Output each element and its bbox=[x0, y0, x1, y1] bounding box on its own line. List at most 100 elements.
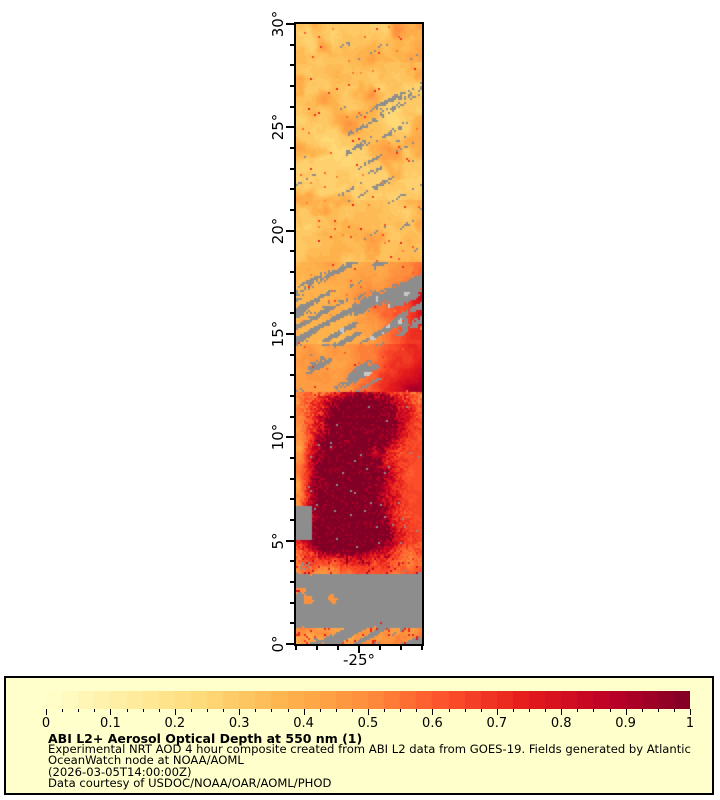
colorbar-tick-label: 0.5 bbox=[357, 716, 379, 731]
y-minor-tick bbox=[290, 395, 294, 397]
x-minor-tick bbox=[316, 646, 318, 650]
y-major-tick bbox=[286, 126, 294, 129]
y-axis-label: 25° bbox=[269, 114, 287, 141]
y-minor-tick bbox=[290, 188, 294, 191]
y-minor-tick bbox=[290, 519, 294, 521]
colorbar-major-tick bbox=[432, 709, 434, 715]
colorbar-minor-tick bbox=[351, 709, 353, 712]
colorbar-minor-tick bbox=[609, 709, 611, 712]
y-minor-tick bbox=[290, 209, 294, 211]
y-minor-tick bbox=[290, 581, 294, 583]
colorbar-minor-tick bbox=[512, 709, 514, 712]
y-minor-tick bbox=[290, 64, 294, 67]
colorbar-minor-tick bbox=[335, 709, 337, 712]
colorbar-tick-label: 0.1 bbox=[100, 716, 121, 731]
colorbar-minor-tick bbox=[142, 709, 144, 712]
colorbar-tick-label: 1 bbox=[685, 716, 695, 731]
y-major-tick bbox=[286, 333, 294, 335]
aod-map-canvas bbox=[296, 24, 422, 644]
colorbar-minor-tick bbox=[319, 709, 321, 712]
colorbar-tick-label: 0.2 bbox=[164, 716, 186, 731]
x-minor-tick bbox=[379, 646, 381, 650]
colorbar-major-tick bbox=[690, 709, 691, 715]
legend-line: Data courtesy of USDOC/NOAA/OAR/AOML/PHO… bbox=[48, 776, 332, 791]
colorbar-minor-tick bbox=[480, 709, 482, 712]
y-minor-tick bbox=[290, 167, 294, 170]
colorbar-minor-tick bbox=[223, 709, 225, 712]
colorbar-major-tick bbox=[625, 709, 627, 715]
y-minor-tick bbox=[290, 271, 294, 273]
colorbar-minor-tick bbox=[190, 709, 192, 712]
colorbar-minor-tick bbox=[158, 709, 160, 712]
colorbar-minor-tick bbox=[78, 709, 80, 712]
colorbar-minor-tick bbox=[657, 709, 659, 712]
colorbar-tick-label: 0.9 bbox=[615, 716, 636, 731]
colorbar-minor-tick bbox=[255, 709, 257, 712]
colorbar-major-tick bbox=[561, 709, 563, 715]
colorbar-minor-tick bbox=[287, 709, 289, 712]
colorbar-major-tick bbox=[303, 709, 305, 715]
legend-line: (2026-03-05T14:00:00Z) bbox=[48, 764, 192, 779]
colorbar-minor-tick bbox=[545, 709, 547, 712]
colorbar bbox=[46, 691, 690, 709]
colorbar-minor-tick bbox=[593, 709, 595, 712]
y-major-tick bbox=[286, 229, 294, 232]
colorbar-minor-tick bbox=[400, 709, 402, 712]
colorbar-minor-tick bbox=[577, 709, 579, 712]
y-minor-tick bbox=[290, 498, 294, 501]
y-major-tick bbox=[286, 539, 294, 542]
colorbar-minor-tick bbox=[464, 709, 466, 712]
colorbar-major-tick bbox=[174, 709, 176, 715]
y-minor-tick bbox=[290, 374, 294, 377]
legend-caption: Experimental NRT AOD 4 hour composite cr… bbox=[48, 742, 691, 791]
colorbar-minor-tick bbox=[673, 709, 675, 712]
y-minor-tick bbox=[290, 601, 294, 604]
y-major-tick bbox=[286, 436, 294, 439]
colorbar-minor-tick bbox=[62, 709, 64, 712]
y-axis-label: 5° bbox=[269, 532, 287, 550]
y-major-tick bbox=[286, 643, 294, 645]
y-minor-tick bbox=[290, 291, 294, 294]
colorbar-tick-label: 0.7 bbox=[486, 716, 508, 731]
colorbar-minor-tick bbox=[448, 709, 450, 712]
colorbar-minor-tick bbox=[529, 709, 530, 712]
x-minor-tick bbox=[337, 646, 339, 650]
map-frame bbox=[294, 22, 424, 646]
y-axis-label: 0° bbox=[269, 635, 287, 653]
legend-line: OceanWatch node at NOAA/AOML bbox=[48, 753, 244, 768]
colorbar-tick-label: 0 bbox=[41, 716, 51, 731]
y-minor-tick bbox=[290, 622, 294, 625]
colorbar-tick-label: 0.8 bbox=[550, 716, 572, 731]
colorbar-minor-tick bbox=[126, 709, 128, 712]
colorbar-major-tick bbox=[46, 709, 47, 715]
y-minor-tick bbox=[290, 353, 294, 356]
y-axis-label: 15° bbox=[269, 320, 287, 348]
legend-line: Experimental NRT AOD 4 hour composite cr… bbox=[48, 742, 691, 756]
y-minor-tick bbox=[290, 43, 294, 46]
y-minor-tick bbox=[290, 147, 294, 149]
colorbar-minor-tick bbox=[384, 709, 386, 712]
colorbar-tick-label: 0.6 bbox=[422, 716, 443, 731]
x-major-tick bbox=[358, 646, 360, 653]
y-axis-label: 30° bbox=[269, 10, 287, 38]
colorbar-major-tick bbox=[496, 709, 498, 715]
y-minor-tick bbox=[290, 415, 294, 418]
x-minor-tick bbox=[295, 646, 297, 650]
x-minor-tick bbox=[421, 646, 423, 650]
colorbar-minor-tick bbox=[94, 709, 96, 712]
legend-title: ABI L2+ Aerosol Optical Depth at 550 nm … bbox=[48, 731, 363, 746]
y-minor-tick bbox=[290, 312, 294, 315]
y-axis-label: 20° bbox=[269, 217, 287, 244]
y-minor-tick bbox=[290, 560, 294, 563]
x-axis-label: -25° bbox=[343, 651, 375, 669]
colorbar-major-tick bbox=[110, 709, 112, 715]
y-major-tick bbox=[286, 23, 294, 25]
colorbar-tick-label: 0.3 bbox=[228, 716, 250, 731]
colorbar-tick-label: 0.4 bbox=[293, 716, 314, 731]
y-minor-tick bbox=[290, 477, 294, 480]
colorbar-major-tick bbox=[239, 709, 241, 715]
colorbar-major-tick bbox=[368, 709, 369, 715]
x-minor-tick bbox=[400, 646, 402, 650]
colorbar-minor-tick bbox=[416, 709, 418, 712]
